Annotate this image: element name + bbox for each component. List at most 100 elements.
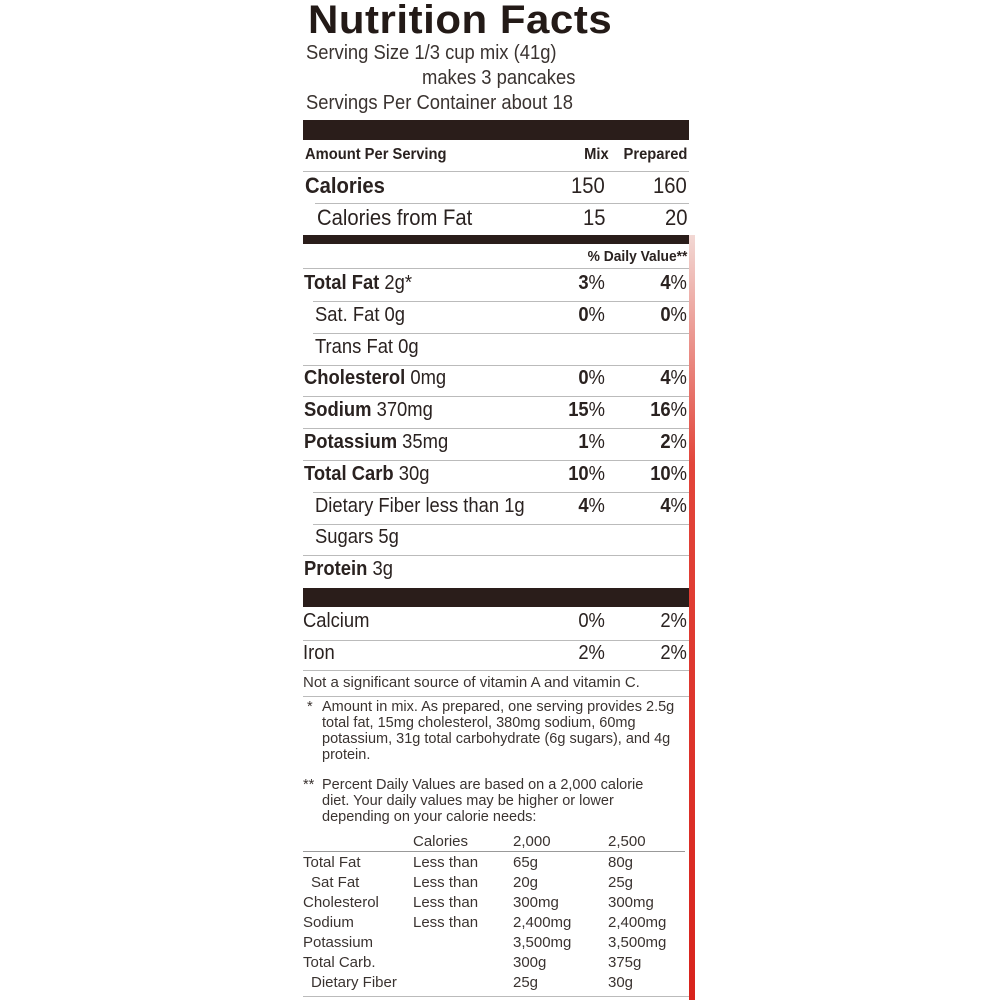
- nutrient-row: Cholesterol 0mg 0% 4%: [303, 367, 689, 397]
- dv-header: % Daily Value**: [587, 248, 687, 265]
- calories-fat-label: Calories from Fat: [317, 205, 473, 230]
- calories-fat-prepared: 20: [664, 205, 687, 230]
- vitamin-prepared: 2%: [660, 642, 687, 664]
- dv-table-cell: Less than: [413, 893, 479, 911]
- footnote-text: Percent Daily Values are based on a 2,00…: [322, 777, 644, 825]
- nutrient-row: Protein 3g: [303, 558, 689, 588]
- dv-table-cell: 375g: [608, 953, 642, 971]
- nutrient-prepared-dv: 0%: [660, 303, 687, 326]
- dv-table-cell: [413, 932, 513, 952]
- vitamin-row: Iron 2% 2%: [303, 642, 689, 672]
- nutrient-row: Sugars 5g: [303, 526, 689, 556]
- calories-label: Calories: [305, 173, 385, 198]
- nutrient-mix-dv: 4%: [578, 494, 605, 517]
- nutrient-mix-dv: 0%: [578, 303, 605, 326]
- dv-table-cell: 3,500mg: [608, 933, 667, 951]
- nutrient-prepared-dv: 4%: [660, 367, 687, 390]
- mix-header: Mix: [584, 146, 609, 163]
- calories-row: Calories 150 160: [303, 173, 689, 203]
- dv-table-row: Total Carb. 300g 375g: [303, 952, 685, 972]
- dv-table-cell: 20g: [513, 873, 539, 891]
- nutrient-row: Dietary Fiber less than 1g 4% 4%: [303, 495, 689, 525]
- nutrient-label: Potassium 35mg: [304, 431, 449, 453]
- dv-table-cell: Cholesterol: [303, 893, 379, 911]
- serving-size: Serving Size 1/3 cup mix (41g): [306, 42, 557, 64]
- dv-table-cell: Total Fat: [303, 853, 361, 871]
- not-significant-note: Not a significant source of vitamin A an…: [303, 674, 640, 691]
- nutrient-row: Trans Fat 0g: [303, 336, 689, 366]
- nutrient-mix-dv: 3%: [578, 272, 605, 294]
- vitamin-name: Calcium: [303, 610, 370, 632]
- dv-table-cell: Sodium: [303, 913, 354, 931]
- dv-table-header: [303, 831, 413, 852]
- thick-divider: [303, 120, 689, 140]
- dv-table-cell: Less than: [413, 873, 479, 891]
- dv-table-cell: [413, 972, 513, 992]
- nutrient-prepared-dv: 2%: [660, 431, 687, 453]
- nutrient-row: Total Fat 2g* 3% 4%: [303, 272, 689, 302]
- nutrient-row: Total Carb 30g 10% 10%: [303, 463, 689, 493]
- nutrient-row: Sodium 370mg 15% 16%: [303, 399, 689, 429]
- dv-table-row: Dietary Fiber 25g 30g: [303, 972, 685, 992]
- calories-fat-mix: 15: [582, 205, 605, 230]
- dv-table-cell: 300g: [513, 953, 547, 971]
- dv-table-cell: Total Carb.: [303, 953, 376, 971]
- prepared-header: Prepared: [623, 146, 687, 163]
- dv-table-cell: 65g: [513, 853, 539, 871]
- nutrient-prepared-dv: 10%: [650, 462, 687, 485]
- dv-table-cell: 30g: [608, 973, 634, 991]
- dv-table-cell: Dietary Fiber: [311, 973, 397, 991]
- vitamin-name: Iron: [303, 642, 335, 664]
- dv-table-cell: 3,500mg: [513, 933, 572, 951]
- nutrient-row: Sat. Fat 0g 0% 0%: [303, 304, 689, 334]
- servings-per-container: Servings Per Container about 18: [306, 92, 573, 114]
- footnote-mark: *: [307, 699, 313, 715]
- amount-header: Amount Per Serving: [305, 146, 447, 163]
- nutrition-label: Nutrition Facts Serving Size 1/3 cup mix…: [303, 0, 689, 1000]
- dv-table-cell: 25g: [513, 973, 539, 991]
- nutrient-row: Potassium 35mg 1% 2%: [303, 431, 689, 461]
- dv-table-cell: 25g: [608, 873, 634, 891]
- dv-table-row: Cholesterol Less than 300mg 300mg: [303, 892, 685, 912]
- dv-table-cell: 300mg: [513, 893, 559, 911]
- dv-table-cell: Sat Fat: [311, 873, 360, 891]
- nutrient-label: Sugars 5g: [315, 526, 399, 549]
- thick-divider: [303, 588, 689, 607]
- dv-table-cell: 300mg: [608, 893, 654, 911]
- nutrient-prepared-dv: 16%: [650, 399, 687, 422]
- dv-table-row: Sodium Less than 2,400mg 2,400mg: [303, 912, 685, 932]
- nutrient-label: Protein 3g: [304, 558, 393, 581]
- nutrient-label: Dietary Fiber less than 1g: [315, 494, 525, 517]
- dv-table-cell: [413, 952, 513, 972]
- nutrient-mix-dv: 0%: [578, 367, 605, 390]
- nutrient-mix-dv: 1%: [578, 431, 605, 453]
- label-title: Nutrition Facts: [308, 0, 613, 42]
- nutrient-label: Cholesterol 0mg: [304, 367, 447, 390]
- dv-table-row: Potassium 3,500mg 3,500mg: [303, 932, 685, 952]
- dv-table-row: Total Fat Less than 65g 80g: [303, 852, 685, 873]
- vitamin-mix: 0%: [578, 610, 605, 632]
- dv-table-cell: 2,400mg: [513, 913, 572, 931]
- nutrient-label: Total Fat 2g*: [304, 272, 413, 294]
- footnote-text: Amount in mix. As prepared, one serving …: [322, 699, 675, 763]
- nutrient-mix-dv: 10%: [568, 462, 605, 485]
- calories-prepared: 160: [653, 173, 687, 198]
- daily-value-table: Calories 2,000 2,500 Total Fat Less than 65g…: [303, 831, 685, 992]
- footnote-daily-values: ** Percent Daily Values are based on a 2…: [303, 777, 673, 825]
- dv-table-cell: 2,400mg: [608, 913, 667, 931]
- amount-header-row: Amount Per Serving Mix Prepared: [303, 146, 689, 176]
- nutrient-label: Sodium 370mg: [304, 399, 433, 422]
- vitamin-prepared: 2%: [660, 610, 687, 632]
- calories-mix: 150: [571, 173, 605, 198]
- dv-table-row: Sat Fat Less than 20g 25g: [303, 872, 685, 892]
- nutrient-label: Trans Fat 0g: [315, 335, 419, 358]
- nutrient-prepared-dv: 4%: [660, 494, 687, 517]
- vitamin-mix: 2%: [578, 642, 605, 664]
- nutrient-mix-dv: 15%: [568, 399, 605, 422]
- footnote-amount-in-mix: * Amount in mix. As prepared, one servin…: [303, 699, 683, 763]
- footnote-mark: **: [303, 777, 315, 793]
- nutrient-label: Sat. Fat 0g: [315, 303, 406, 326]
- serving-makes: makes 3 pancakes: [422, 67, 576, 89]
- dv-table-cell: Potassium: [303, 933, 374, 951]
- dv-header-row: % Daily Value**: [303, 248, 689, 278]
